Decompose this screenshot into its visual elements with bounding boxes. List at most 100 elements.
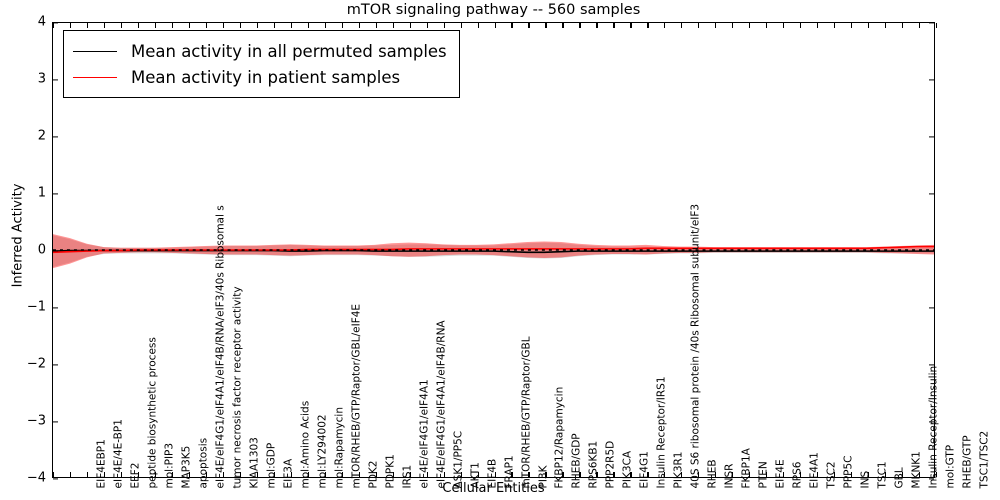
x-axis-tick-mark — [426, 472, 428, 477]
x-axis-tick-mark — [579, 23, 581, 28]
x-axis-tick-mark — [868, 23, 870, 28]
x-axis-tick-mark — [154, 23, 157, 28]
y-axis-tick-mark — [53, 193, 58, 195]
x-axis-tick-mark — [885, 23, 887, 28]
x-axis-tick-mark — [800, 23, 802, 28]
x-axis-tick-mark — [171, 23, 174, 28]
x-axis-tick-mark — [851, 472, 853, 477]
x-axis-tick-mark — [715, 472, 717, 477]
x-axis-tick-mark — [307, 472, 309, 477]
legend-swatch-black-line — [73, 50, 117, 52]
y-axis-tick-mark — [53, 22, 58, 24]
x-axis-tick-mark — [494, 472, 496, 477]
y-axis-tick-label: −1 — [26, 299, 46, 315]
x-axis-tick-mark — [426, 23, 428, 28]
y-axis-tick-mark — [929, 421, 934, 423]
x-axis-tick-mark — [800, 472, 802, 477]
x-axis-tick-mark — [545, 472, 547, 477]
y-axis-tick-mark — [929, 79, 934, 81]
x-axis-tick-mark — [596, 23, 598, 28]
x-axis-tick-label: ASK1/PP5C — [452, 430, 465, 489]
y-axis-tick-label: −2 — [26, 356, 46, 372]
data-series-layer — [53, 234, 934, 269]
x-axis-tick-mark — [120, 23, 123, 28]
x-axis-tick-mark — [834, 23, 836, 28]
x-axis-tick-label: mol:LY294002 — [316, 414, 329, 489]
y-axis-tick-mark — [929, 307, 934, 309]
x-axis-tick-mark — [698, 23, 700, 28]
x-axis-tick-mark — [341, 23, 343, 28]
y-axis-tick-mark — [53, 79, 58, 81]
x-axis-tick-mark — [511, 472, 513, 477]
y-axis-tick-label: 0 — [37, 242, 46, 258]
x-axis-tick-mark — [902, 23, 904, 28]
x-axis-tick-mark — [341, 472, 343, 477]
x-axis-tick-mark — [749, 23, 751, 28]
x-axis-tick-label: 40S S6 ribosomal protein /40s Ribosomal … — [689, 203, 702, 489]
y-axis-tick-mark — [929, 250, 934, 252]
legend-swatch-red-line — [73, 76, 117, 78]
x-axis-tick-mark — [511, 23, 513, 28]
y-axis-tick-mark — [53, 250, 58, 252]
x-axis-tick-mark — [477, 23, 479, 28]
chart-title: mTOR signaling pathway -- 560 samples — [346, 2, 641, 18]
x-axis-tick-mark — [86, 472, 89, 477]
x-axis-tick-mark — [460, 23, 462, 28]
x-axis-tick-mark — [817, 472, 819, 477]
x-axis-tick-mark — [630, 23, 632, 28]
x-axis-tick-mark — [749, 472, 751, 477]
x-axis-tick-mark — [766, 23, 768, 28]
legend-label-permuted: Mean activity in all permuted samples — [131, 41, 447, 61]
x-axis-tick-mark — [239, 23, 241, 28]
x-axis-tick-mark — [681, 23, 683, 28]
y-axis-tick-labels: −4 −3 −2 −1 0 1 2 3 4 — [8, 15, 46, 486]
x-axis-tick-label: Insulin Receptor/IRS1 — [655, 376, 668, 489]
x-axis-tick-mark — [681, 472, 683, 477]
x-axis-tick-label: eIF4E/eIF4G1/eIF4A1/eIF4B/RNA/eIF3/40s R… — [214, 205, 227, 489]
x-axis-tick-mark — [630, 472, 632, 477]
x-axis-tick-label: Insulin Receptor/Insulin — [927, 365, 940, 489]
plot-area — [52, 22, 938, 480]
x-axis-tick-mark — [919, 472, 921, 477]
x-axis-tick-mark — [783, 23, 785, 28]
y-axis-tick-label: 3 — [37, 71, 46, 87]
legend-item-patient: Mean activity in patient samples — [73, 64, 447, 90]
x-axis-tick-mark — [188, 23, 191, 28]
x-axis-tick-label: eIF4E/eIF4G1/eIF4A1/eIF4B/RNA — [435, 320, 448, 489]
x-axis-tick-mark — [69, 472, 72, 477]
x-axis-tick-mark — [579, 472, 581, 477]
x-axis-tick-label: mTOR/RHEB/GTP/Raptor/GBL/eIF4E — [350, 303, 363, 489]
x-axis-tick-mark — [528, 23, 530, 28]
x-axis-tick-mark — [205, 23, 207, 28]
x-axis-tick-mark — [477, 472, 479, 477]
x-axis-tick-mark — [290, 472, 292, 477]
y-axis-tick-label: −3 — [26, 413, 46, 429]
x-axis-tick-mark — [222, 23, 224, 28]
x-axis-tick-mark — [562, 472, 564, 477]
x-axis-tick-mark — [783, 472, 785, 477]
y-axis-tick-mark — [929, 193, 934, 195]
x-axis-tick-label: RHEB/GTP — [961, 435, 974, 489]
x-axis-tick-label: eIF4E/eIF4G1/eIF4A1 — [418, 379, 431, 489]
x-axis-tick-label: eIF4E/4E-BP1 — [112, 419, 125, 489]
x-axis-tick-label: TSC1/TSC2 — [978, 430, 991, 489]
x-axis-tick-mark — [409, 23, 411, 28]
y-axis-tick-mark — [53, 136, 58, 138]
x-axis-tick-mark — [562, 23, 564, 28]
x-axis-tick-mark — [358, 23, 360, 28]
y-axis-tick-mark — [929, 22, 934, 24]
x-axis-tick-mark — [137, 472, 140, 477]
x-axis-tick-mark — [936, 23, 938, 28]
x-axis-tick-mark — [239, 472, 241, 477]
x-axis-tick-mark — [324, 472, 326, 477]
x-axis-tick-mark — [647, 23, 649, 28]
legend-label-patient: Mean activity in patient samples — [131, 67, 401, 87]
x-axis-tick-mark — [103, 23, 106, 28]
x-axis-tick-mark — [273, 472, 275, 477]
chart-legend: Mean activity in all permuted samples Me… — [63, 30, 460, 98]
x-axis-tick-mark — [613, 23, 615, 28]
x-axis-tick-mark — [834, 472, 836, 477]
x-axis-tick-mark — [256, 472, 258, 477]
x-axis-tick-mark — [53, 23, 55, 28]
